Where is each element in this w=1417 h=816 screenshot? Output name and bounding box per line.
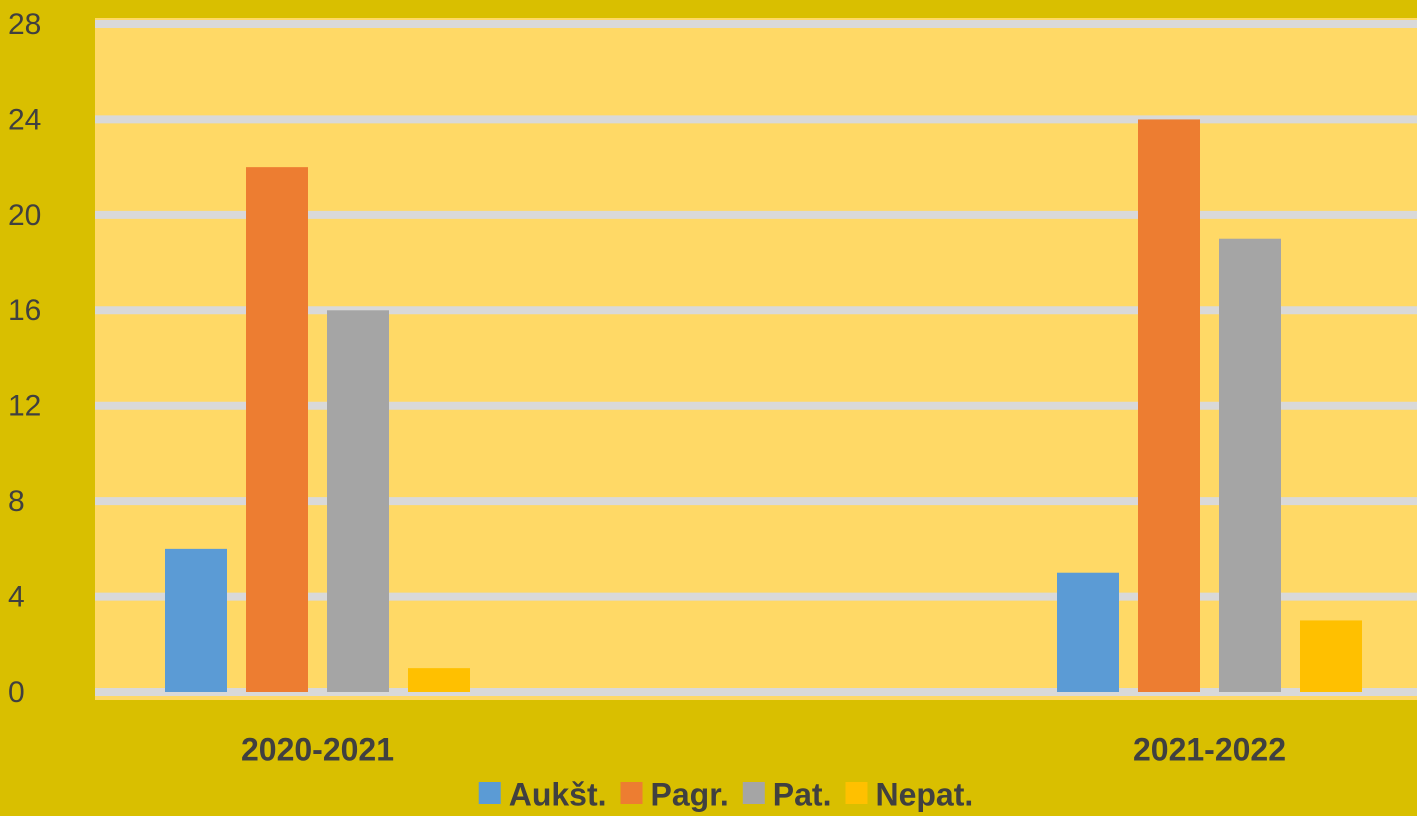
- legend-label: Nepat.: [875, 776, 973, 812]
- bar: [1057, 572, 1119, 692]
- y-tick-label: 28: [8, 8, 41, 41]
- bar: [408, 668, 470, 692]
- legend-label: Aukšt.: [509, 776, 607, 812]
- bar: [246, 167, 308, 693]
- bar: [165, 548, 227, 692]
- bar: [1138, 119, 1200, 692]
- y-tick-label: 0: [8, 676, 25, 709]
- legend-swatch: [742, 782, 765, 804]
- y-tick-label: 20: [8, 199, 41, 232]
- x-tick-label: 2020-2021: [241, 731, 394, 767]
- y-tick-label: 12: [8, 390, 41, 423]
- legend-swatch: [478, 782, 501, 804]
- y-tick-label: 8: [8, 485, 25, 518]
- bar: [327, 310, 389, 692]
- legend-swatch: [620, 782, 643, 804]
- x-tick-label: 2021-2022: [1133, 731, 1286, 767]
- legend-label: Pat.: [773, 776, 832, 812]
- y-tick-label: 24: [8, 103, 41, 136]
- legend-label: Pagr.: [651, 776, 729, 812]
- y-tick-label: 16: [8, 294, 41, 327]
- bar: [1300, 620, 1362, 692]
- bar: [1219, 238, 1281, 692]
- legend-swatch: [845, 782, 868, 804]
- y-tick-label: 4: [8, 580, 25, 613]
